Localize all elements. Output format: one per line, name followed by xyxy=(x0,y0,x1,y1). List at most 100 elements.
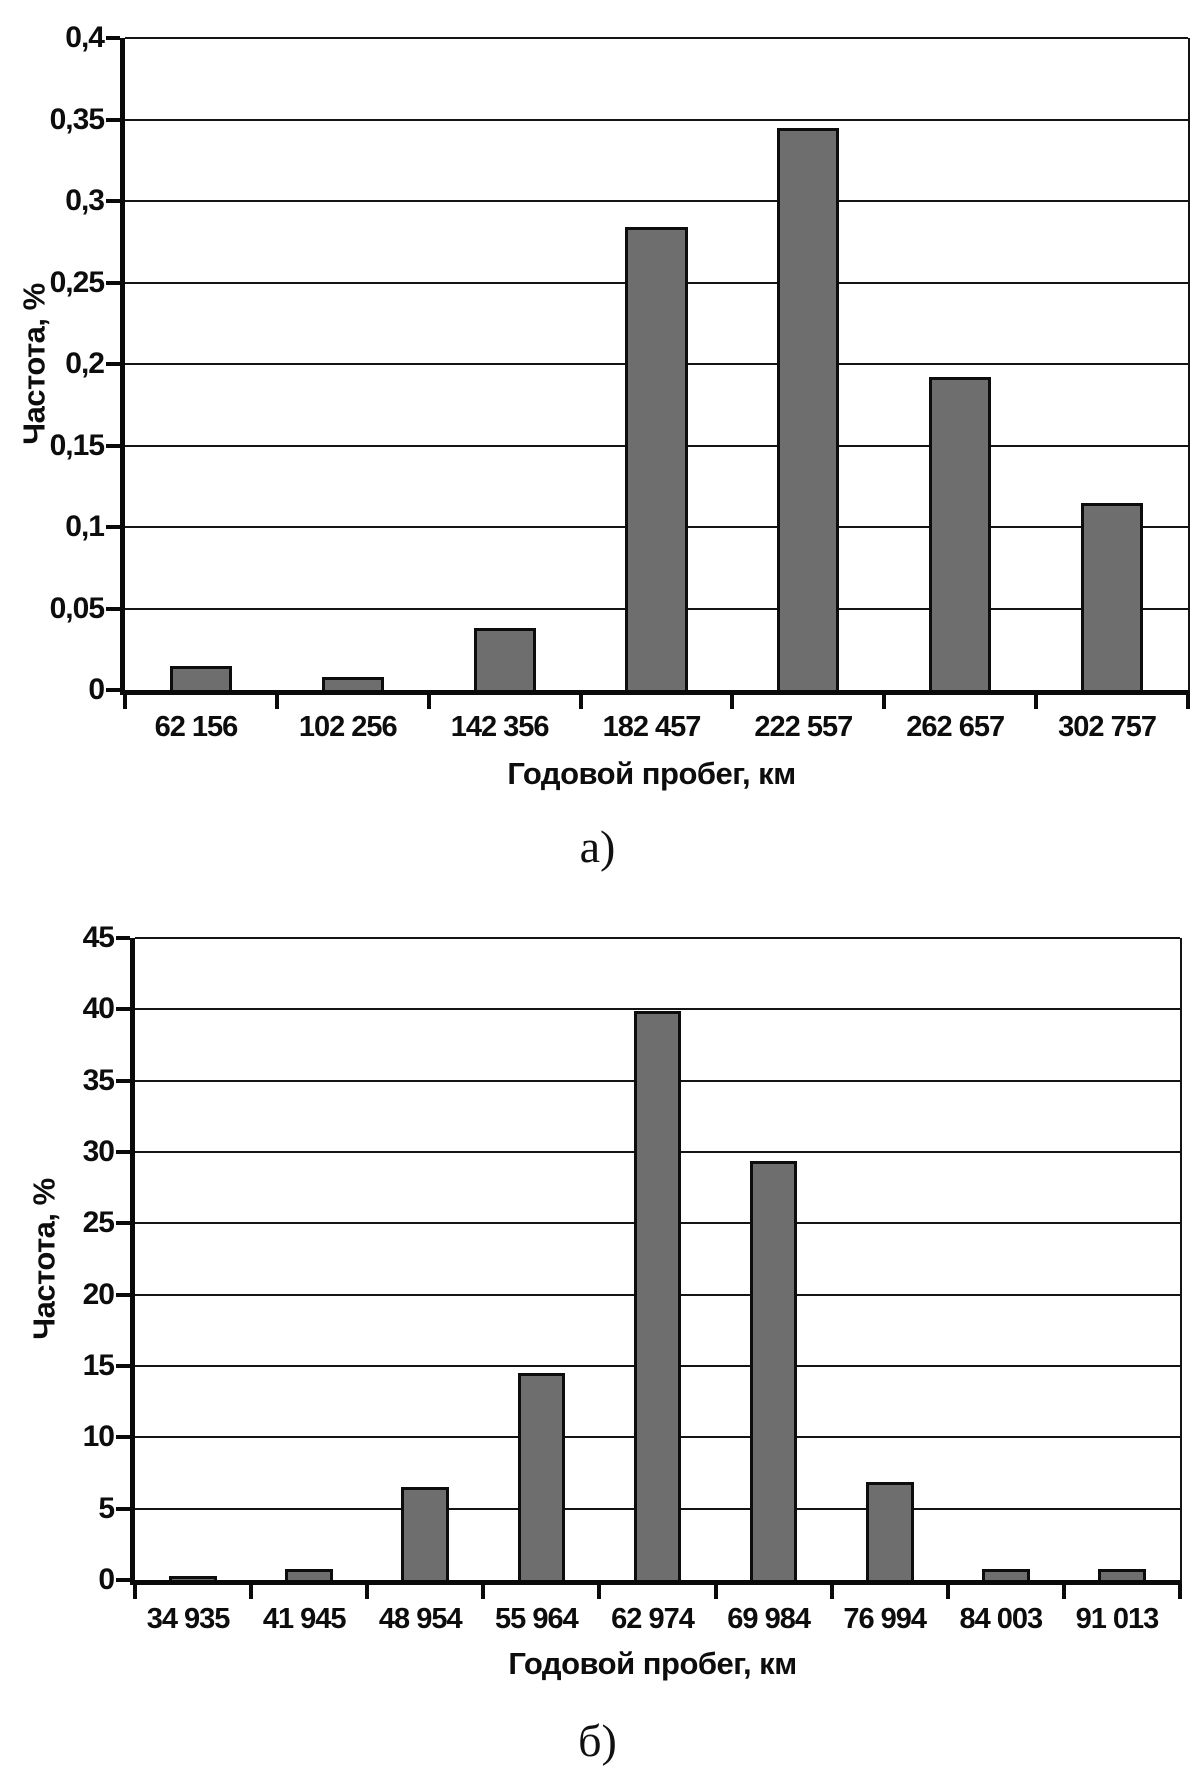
y-tick-mark xyxy=(106,606,120,611)
y-tick-label: 35 xyxy=(82,1063,115,1097)
gridline xyxy=(135,1008,1180,1011)
x-tick-label: 91 013 xyxy=(1075,1603,1160,1635)
x-tick-label: 69 984 xyxy=(727,1603,811,1635)
y-tick-mark xyxy=(106,443,120,448)
x-tick-label: 34 935 xyxy=(146,1603,231,1635)
x-tick-mark xyxy=(1186,695,1190,709)
y-tick-label: 5 xyxy=(98,1491,115,1525)
y-axis-title-text: Частота, % xyxy=(27,1178,63,1340)
y-tick-label: 20 xyxy=(82,1277,115,1311)
x-tick-label: 84 003 xyxy=(959,1603,1043,1635)
y-tick-mark xyxy=(116,1506,130,1511)
bar xyxy=(285,1568,333,1580)
x-tick-labels: 34 935 41 945 48 954 55 964 62 974 69 984 76 9… xyxy=(130,1603,1175,1643)
x-tick-label: 41 945 xyxy=(262,1603,347,1635)
y-tick-label: 0,15 xyxy=(49,428,105,462)
gridline xyxy=(135,937,1180,939)
y-tick-label: 45 xyxy=(82,921,115,954)
x-tick-label: 55 964 xyxy=(495,1603,579,1635)
x-tick-mark xyxy=(426,695,431,709)
x-tick-mark xyxy=(578,695,583,709)
x-tick-mark xyxy=(730,695,735,709)
chart-b-caption: б) xyxy=(578,1715,617,1766)
y-tick-mark xyxy=(106,362,120,366)
y-tick-label: 0 xyxy=(88,673,105,706)
gridline xyxy=(125,200,1188,202)
x-tick-label: 48 954 xyxy=(378,1603,463,1635)
plot-area: Частота, % 0 5 10 15 20 25 30 35 40 45 xyxy=(27,921,1182,1599)
y-tick-label: 40 xyxy=(82,992,115,1026)
x-tick-mark xyxy=(1061,1585,1066,1599)
x-tick-mark xyxy=(123,695,127,709)
y-tick-mark xyxy=(116,1007,130,1012)
bar xyxy=(169,1575,217,1580)
gridline xyxy=(125,118,1188,121)
chart-a-caption: а) xyxy=(579,821,616,872)
bar xyxy=(169,665,233,690)
bar xyxy=(1080,502,1144,690)
x-tick-label: 62 974 xyxy=(611,1603,695,1635)
y-tick-label: 0 xyxy=(98,1563,115,1596)
y-axis-title: Частота, % xyxy=(20,938,70,1580)
y-tick-label: 0,1 xyxy=(65,510,105,543)
bar xyxy=(929,377,992,690)
y-tick-mark xyxy=(106,280,120,285)
y-tick-mark xyxy=(116,1078,130,1083)
x-tick-mark xyxy=(133,1585,137,1599)
y-tick-mark xyxy=(116,1149,130,1154)
x-tick-label: 262 657 xyxy=(906,711,1005,743)
x-tick-mark xyxy=(597,1585,602,1599)
y-tick-label: 15 xyxy=(82,1349,115,1382)
x-tick-mark xyxy=(829,1585,834,1599)
bar xyxy=(633,1010,682,1580)
y-tick-label: 0,2 xyxy=(65,347,105,380)
y-tick-label: 25 xyxy=(82,1206,115,1240)
bar xyxy=(865,1481,914,1580)
x-tick-mark xyxy=(1178,1585,1182,1599)
x-tick-mark xyxy=(274,695,279,709)
y-tick-mark xyxy=(106,199,120,203)
x-axis-title: Годовой пробег, км xyxy=(507,756,796,791)
bar xyxy=(401,1487,450,1580)
y-tick-label: 0,35 xyxy=(49,102,105,136)
bar xyxy=(777,127,840,690)
x-tick-mark xyxy=(365,1585,370,1599)
y-tick-label: 10 xyxy=(82,1420,115,1454)
bar xyxy=(473,628,536,690)
x-tick-label: 62 156 xyxy=(154,711,239,743)
bar xyxy=(625,227,688,690)
y-tick-mark xyxy=(116,1363,130,1368)
y-tick-label: 30 xyxy=(82,1135,115,1168)
gridline xyxy=(125,37,1188,39)
y-tick-label: 0,3 xyxy=(65,184,105,217)
bar xyxy=(982,1568,1030,1580)
y-tick-mark xyxy=(106,36,120,40)
bar xyxy=(749,1160,798,1580)
y-tick-mark xyxy=(106,688,120,692)
bar xyxy=(517,1373,566,1580)
y-axis-title-text: Частота, % xyxy=(17,283,53,445)
x-tick-label: 76 994 xyxy=(843,1603,927,1635)
x-tick-mark xyxy=(249,1585,254,1599)
y-tick-mark xyxy=(116,1435,130,1440)
y-tick-mark xyxy=(116,1292,130,1297)
bar xyxy=(1098,1568,1146,1580)
plot-area: Частота, % 0 0,05 0,1 0,15 0,2 0,25 0,3 0,35 0,4 xyxy=(17,21,1190,709)
x-tick-mark xyxy=(945,1585,950,1599)
y-tick-mark xyxy=(106,525,120,529)
x-tick-mark xyxy=(713,1585,718,1599)
bar xyxy=(321,676,384,690)
y-tick-mark xyxy=(116,936,130,940)
y-tick-mark xyxy=(116,1578,130,1582)
x-tick-mark xyxy=(1034,695,1039,709)
x-tick-label: 142 356 xyxy=(450,711,550,743)
y-tick-label: 0,25 xyxy=(49,265,105,299)
x-tick-mark xyxy=(882,695,887,709)
x-tick-labels: 62 156 102 256 142 356 182 457 222 557 262 65… xyxy=(120,711,1183,751)
x-tick-label: 182 457 xyxy=(602,711,702,743)
x-tick-label: 302 757 xyxy=(1058,711,1157,743)
y-tick-label: 0,05 xyxy=(49,591,105,625)
x-tick-label: 102 256 xyxy=(298,711,398,743)
y-tick-mark xyxy=(106,117,120,122)
